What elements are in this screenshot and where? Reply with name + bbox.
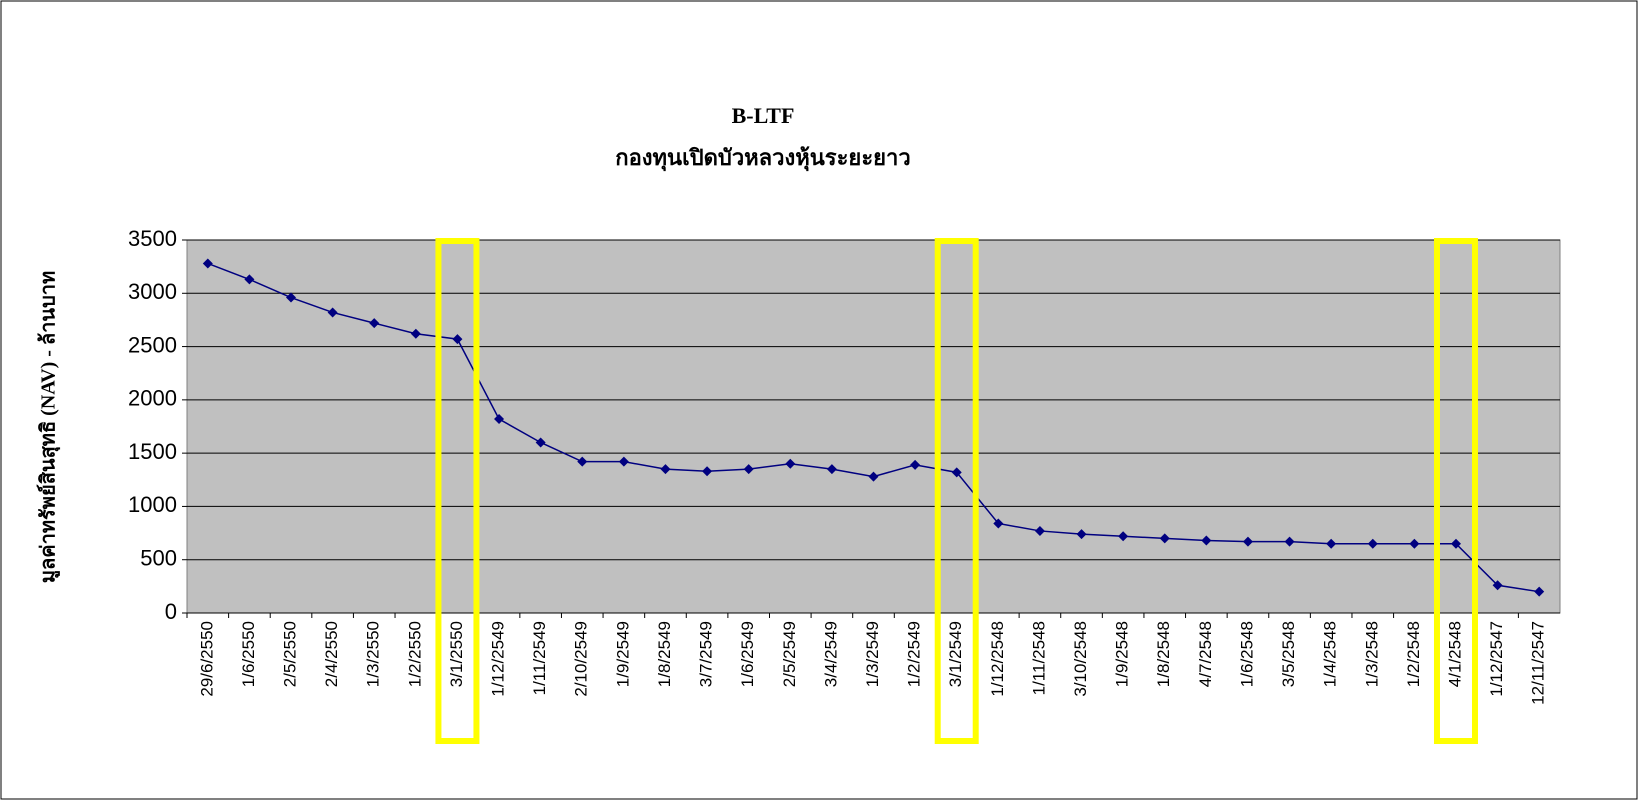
x-tick-label: 3/1/2550: [447, 621, 466, 687]
x-tick-label: 1/2/2548: [1404, 621, 1423, 687]
x-tick-label: 1/9/2548: [1113, 621, 1132, 687]
y-tick-label: 2500: [128, 332, 177, 357]
x-tick-label: 3/10/2548: [1071, 621, 1090, 697]
plot-area: [187, 240, 1560, 613]
x-tick-label: 29/6/2550: [197, 621, 216, 697]
x-tick-label: 1/12/2549: [489, 621, 508, 697]
x-tick-label: 2/5/2549: [780, 621, 799, 687]
x-tick-label: 3/5/2548: [1279, 621, 1298, 687]
x-tick-label: 12/11/2547: [1529, 621, 1548, 705]
x-tick-label: 3/4/2549: [821, 621, 840, 687]
x-tick-label: 1/2/2550: [405, 621, 424, 687]
x-tick-label: 1/11/2548: [1029, 621, 1048, 695]
chart-subtitle: กองทุนเปิดบัวหลวงหุ้นระยะยาว: [615, 145, 910, 172]
x-tick-label: 1/3/2550: [364, 621, 383, 687]
x-tick-label: 1/3/2548: [1362, 621, 1381, 687]
x-tick-label: 1/3/2549: [863, 621, 882, 687]
x-tick-label: 1/12/2547: [1487, 621, 1506, 697]
y-tick-label: 1000: [128, 492, 177, 517]
x-tick-label: 3/7/2549: [697, 621, 716, 687]
y-tick-label: 0: [165, 599, 177, 624]
x-tick-label: 4/7/2548: [1196, 621, 1215, 687]
x-tick-label: 1/8/2549: [655, 621, 674, 687]
x-tick-label: 2/10/2549: [572, 621, 591, 697]
x-tick-label: 4/1/2548: [1445, 621, 1464, 687]
y-tick-label: 1500: [128, 439, 177, 464]
y-tick-label: 2000: [128, 386, 177, 411]
x-tick-label: 1/12/2548: [988, 621, 1007, 697]
y-tick-label: 500: [140, 546, 177, 571]
x-tick-label: 1/6/2550: [239, 621, 258, 687]
x-tick-label: 1/2/2549: [905, 621, 924, 687]
x-tick-label: 1/11/2549: [530, 621, 549, 695]
x-tick-label: 1/9/2549: [613, 621, 632, 687]
x-tick-label: 1/4/2548: [1321, 621, 1340, 687]
x-tick-label: 1/6/2548: [1237, 621, 1256, 687]
y-tick-label: 3500: [128, 226, 177, 251]
chart-title: B-LTF: [732, 103, 795, 128]
chart: B-LTF กองทุนเปิดบัวหลวงหุ้นระยะยาว มูลค่…: [0, 0, 1638, 800]
y-axis-label: มูลค่าทรัพย์สินสุทธิ (NAV) - ล้านบาท: [37, 271, 62, 583]
x-tick-label: 2/4/2550: [322, 621, 341, 687]
x-tick-label: 3/1/2549: [946, 621, 965, 687]
x-tick-label: 1/8/2548: [1154, 621, 1173, 687]
x-tick-label: 2/5/2550: [280, 621, 299, 687]
x-tick-label: 1/6/2549: [738, 621, 757, 687]
y-tick-label: 3000: [128, 279, 177, 304]
